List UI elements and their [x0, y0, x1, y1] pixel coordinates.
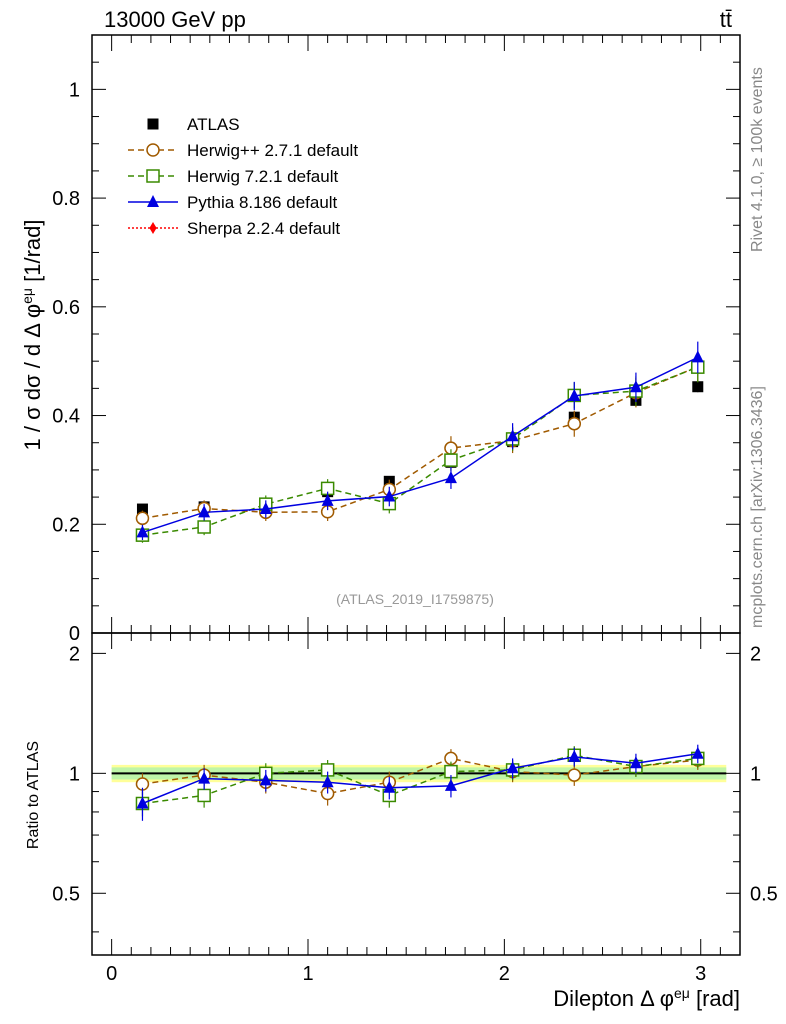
- legend-item: Herwig 7.2.1 default: [128, 167, 338, 186]
- data-point: [692, 381, 704, 393]
- series-line: [142, 366, 699, 536]
- legend-label: Sherpa 2.2.4 default: [187, 219, 340, 238]
- data-point: [691, 746, 704, 759]
- x-tick-label: 1: [302, 963, 313, 985]
- series-line: [142, 365, 699, 520]
- legend-item: ATLAS: [147, 115, 240, 134]
- y-tick-label-right: 1: [750, 763, 761, 785]
- data-point: [506, 429, 519, 442]
- data-point: [259, 502, 272, 515]
- ratio-y-ticks: 0.5 0.5 1 1 2 2: [52, 643, 778, 933]
- ratio-panel: 0.5 0.5 1 1 2 2 0 1 2 3 Ratio to ATLAS Dilepton …: [25, 632, 778, 1011]
- series-line: [142, 754, 698, 805]
- data-point: [567, 768, 582, 782]
- watermark: (ATLAS_2019_I1759875): [336, 591, 494, 607]
- series-line: [142, 356, 699, 534]
- data-point: [197, 520, 211, 534]
- data-point: [444, 778, 457, 791]
- legend-label: ATLAS: [187, 115, 240, 134]
- y-tick-label: 0.4: [52, 406, 80, 428]
- y-tick-label: 0.6: [52, 297, 80, 319]
- data-point: [506, 761, 519, 774]
- data-point: [259, 773, 272, 786]
- data-point: [567, 416, 582, 431]
- main-data-series: [135, 341, 705, 543]
- y-tick-label: 0.8: [52, 188, 80, 210]
- series-line: [142, 752, 698, 805]
- rivet-label: Rivet 4.1.0, ≥ 100k events: [749, 67, 766, 252]
- main-panel: 0 0.2 0.4 0.6 0.8 1 (ATLAS_2019_I1759875) ATL…: [19, 34, 741, 645]
- series-herwig-7-2-1-default: [135, 351, 705, 543]
- data-point: [136, 796, 149, 809]
- data-point: [198, 771, 211, 784]
- y-tick-label: 1: [69, 763, 80, 785]
- legend-label: Herwig++ 2.7.1 default: [187, 141, 358, 160]
- series-line: [142, 757, 698, 795]
- main-y-axis-label: 1 / σ dσ / d Δ φeμ [1/rad]: [19, 220, 45, 451]
- ratio-frame: [91, 632, 741, 956]
- series-pythia-8-186-default: [136, 744, 704, 821]
- data-point: [136, 503, 148, 515]
- data-point: [568, 749, 581, 762]
- x-tick-label: 3: [695, 963, 706, 985]
- x-axis-label: Dilepton Δ φeμ [rad]: [553, 985, 740, 1011]
- y-tick-label-right: 2: [750, 643, 761, 665]
- y-tick-label: 0: [69, 623, 80, 645]
- data-point: [136, 525, 149, 538]
- legend-label: Pythia 8.186 default: [187, 193, 338, 212]
- ratio-y-axis-label: Ratio to ATLAS: [25, 741, 42, 849]
- data-point: [198, 505, 211, 518]
- legend-marker: [146, 169, 160, 183]
- legend: ATLAS Herwig++ 2.7.1 default Herwig 7.2.1 …: [128, 115, 358, 238]
- legend-marker: [149, 222, 157, 234]
- data-point: [383, 489, 396, 502]
- legend-item: Herwig++ 2.7.1 default: [128, 141, 358, 160]
- data-point: [444, 453, 458, 467]
- ratio-x-ticks: 0 1 2 3: [106, 633, 721, 985]
- data-point: [321, 775, 334, 788]
- main-y-ticks: 0 0.2 0.4 0.6 0.8 1: [52, 34, 740, 645]
- y-tick-label: 0.2: [52, 514, 80, 536]
- y-tick-label: 0.5: [52, 883, 80, 905]
- data-point: [629, 756, 642, 769]
- data-point: [383, 780, 396, 793]
- y-tick-label: 2: [69, 643, 80, 665]
- legend-marker: [147, 195, 159, 207]
- legend-item: Sherpa 2.2.4 default: [128, 219, 340, 238]
- legend-label: Herwig 7.2.1 default: [187, 167, 338, 186]
- ratio-data-series: [135, 744, 705, 821]
- data-point: [135, 511, 150, 526]
- main-x-ticks: [111, 35, 721, 633]
- mcplots-label: mcplots.cern.ch [arXiv:1306.3436]: [749, 386, 766, 628]
- x-tick-label: 2: [499, 963, 510, 985]
- legend-marker: [147, 118, 159, 130]
- data-point: [444, 471, 457, 484]
- data-point: [691, 350, 704, 363]
- data-point: [629, 380, 642, 393]
- x-tick-label: 0: [106, 963, 117, 985]
- y-tick-label-right: 0.5: [750, 883, 778, 905]
- energy-label: 13000 GeV pp: [104, 7, 246, 32]
- y-tick-label: 1: [69, 79, 80, 101]
- series-pythia-8-186-default: [136, 341, 704, 541]
- series-herwig-2-7-1-default: [135, 351, 705, 526]
- data-point: [568, 388, 581, 401]
- data-point: [197, 788, 211, 803]
- legend-item: Pythia 8.186 default: [128, 193, 338, 212]
- process-label: tt̄: [720, 7, 732, 32]
- data-point: [321, 493, 334, 506]
- legend-marker: [146, 143, 160, 157]
